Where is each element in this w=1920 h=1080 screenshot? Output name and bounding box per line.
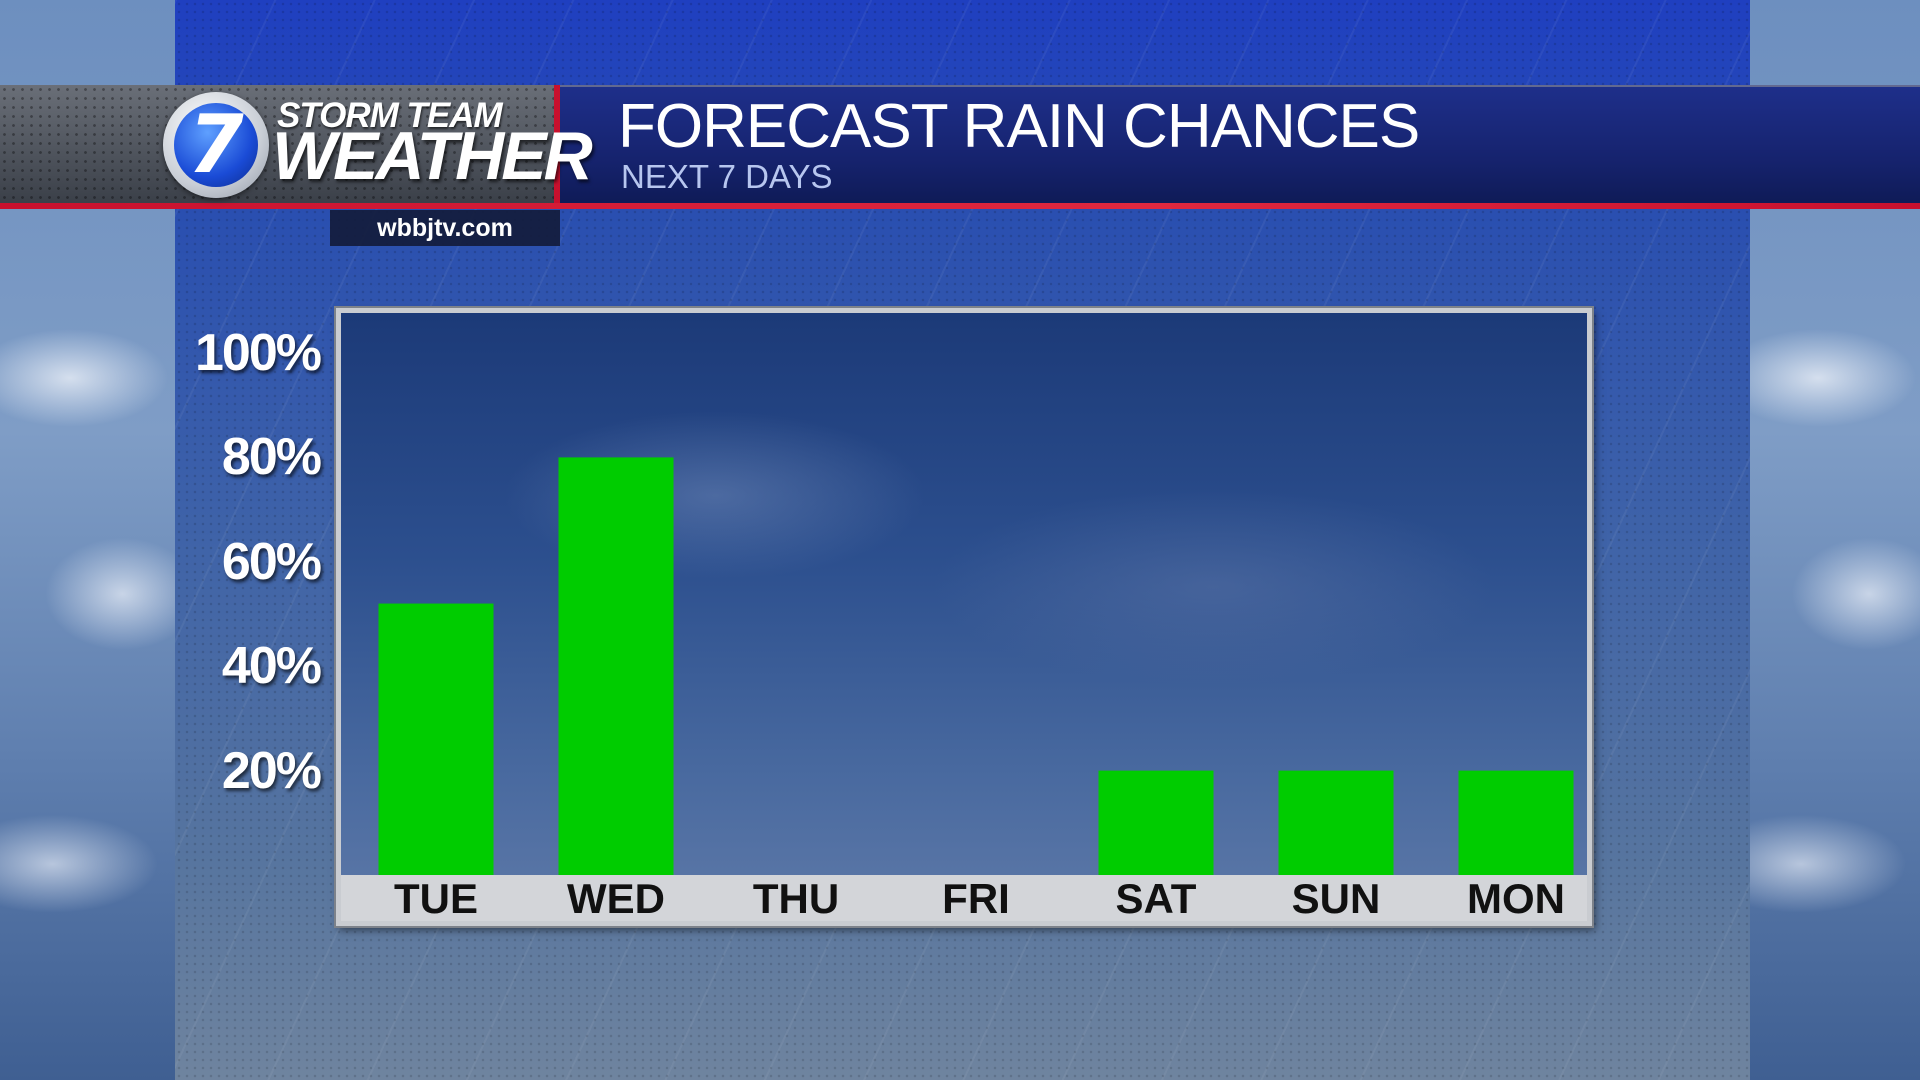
- x-tick-label-sun: SUN: [1292, 875, 1381, 921]
- chart-frame: TUE WED THU FRI SAT SUN MON: [336, 308, 1592, 926]
- y-tick-label-100: 100%: [195, 324, 322, 382]
- x-tick-label-thu: THU: [753, 875, 839, 921]
- bar-mon: [1458, 770, 1574, 875]
- logo-numeral: 7: [174, 103, 258, 187]
- page-title: FORECAST RAIN CHANCES: [618, 92, 1420, 161]
- x-tick-label-mon: MON: [1467, 875, 1565, 921]
- logo-panel: [0, 85, 560, 205]
- y-tick-label-20: 20%: [221, 741, 322, 800]
- y-tick-label-80: 80%: [221, 428, 322, 487]
- bar-sat: [1098, 770, 1214, 875]
- red-accent-line: [0, 203, 1920, 209]
- channel-7-logo-icon: 7: [163, 92, 269, 198]
- page-subtitle: NEXT 7 DAYS: [621, 158, 833, 195]
- weather-text: WEATHER: [272, 118, 593, 194]
- y-tick-label-40: 40%: [221, 637, 322, 696]
- station-url: wbbjtv.com: [330, 210, 560, 246]
- x-tick-label-wed: WED: [567, 875, 665, 921]
- y-tick-label-60: 60%: [221, 532, 322, 591]
- storm-team-text: STORM TEAM: [277, 96, 503, 135]
- x-tick-label-fri: FRI: [942, 875, 1010, 921]
- bar-wed: [558, 457, 674, 875]
- bar-sun: [1278, 770, 1394, 875]
- bar-tue: [378, 603, 494, 875]
- x-tick-label-tue: TUE: [394, 875, 478, 921]
- x-axis-label-strip: [341, 875, 1587, 921]
- x-tick-label-sat: SAT: [1116, 875, 1197, 921]
- bar-chart: TUE WED THU FRI SAT SUN MON: [378, 457, 1574, 921]
